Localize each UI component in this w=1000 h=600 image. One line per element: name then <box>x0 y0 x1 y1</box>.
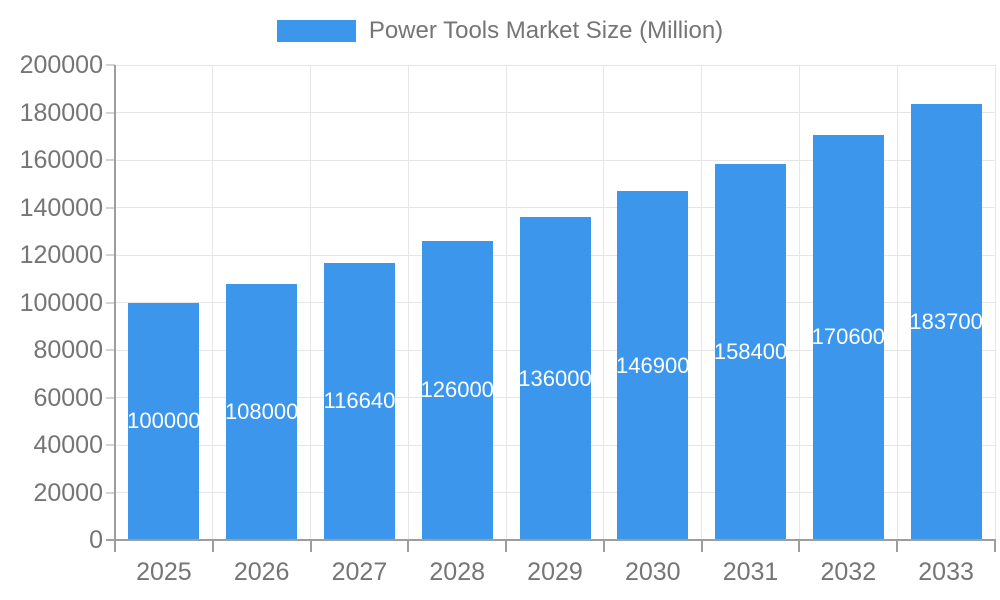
gridline-v <box>603 65 605 540</box>
bar-value-label: 116640 <box>323 388 395 414</box>
x-tick <box>798 540 801 552</box>
y-tick-label: 40000 <box>33 431 103 459</box>
gridline-h <box>115 159 995 161</box>
x-tick-label: 2030 <box>624 558 681 586</box>
x-tick <box>505 540 508 552</box>
bar-value-label: 170600 <box>812 324 884 350</box>
bar: 108000 <box>226 283 298 540</box>
x-tick <box>602 540 605 552</box>
gridline-v <box>896 65 898 540</box>
bar: 100000 <box>128 302 200 540</box>
y-tick <box>106 301 115 304</box>
x-tick-label: 2028 <box>429 558 486 586</box>
gridline-h <box>115 64 995 66</box>
y-tick-label: 0 <box>89 526 103 554</box>
gridline-h <box>115 112 995 113</box>
bar-value-label: 100000 <box>128 408 200 434</box>
y-tick <box>106 491 115 494</box>
x-tick <box>700 540 703 552</box>
bar-value-label: 108000 <box>226 398 298 424</box>
chart-legend[interactable]: Power Tools Market Size (Million) <box>0 14 1000 48</box>
y-tick-label: 180000 <box>19 98 103 127</box>
bar: 158400 <box>715 163 787 540</box>
bar: 146900 <box>617 191 689 540</box>
y-tick-label: 160000 <box>19 146 103 174</box>
bar-value-label: 158400 <box>715 338 787 364</box>
gridline-v <box>212 65 214 540</box>
gridline-h <box>115 207 995 208</box>
y-tick <box>106 111 115 114</box>
x-tick <box>211 540 214 552</box>
bar: 116640 <box>323 262 395 540</box>
x-tick <box>896 540 899 552</box>
bar-value-label: 146900 <box>617 352 689 378</box>
bar-value-label: 183700 <box>910 308 982 334</box>
y-tick-label: 80000 <box>33 336 103 364</box>
y-tick <box>106 396 115 399</box>
y-axis-line <box>114 65 116 540</box>
gridline-v <box>505 65 507 540</box>
x-tick-label: 2032 <box>820 558 877 586</box>
gridline-v <box>701 65 703 540</box>
y-tick <box>106 64 115 66</box>
y-tick-label: 120000 <box>19 241 103 269</box>
bar: 170600 <box>812 134 884 540</box>
x-tick <box>407 540 410 552</box>
x-tick-label: 2026 <box>233 558 290 586</box>
gridline-v <box>798 65 800 540</box>
x-tick-label: 2033 <box>918 558 974 586</box>
bar-value-label: 126000 <box>421 377 493 403</box>
bar: 126000 <box>421 240 493 540</box>
x-tick-label: 2027 <box>331 558 388 586</box>
gridline-v <box>994 65 996 540</box>
y-tick-label: 200000 <box>19 51 103 79</box>
y-tick <box>106 539 115 541</box>
x-tick <box>994 540 996 552</box>
y-tick <box>106 254 115 256</box>
y-tick-label: 100000 <box>19 288 103 317</box>
y-tick <box>106 349 115 351</box>
y-tick-label: 20000 <box>33 478 103 507</box>
gridline-v <box>310 65 312 540</box>
bar-value-label: 136000 <box>519 365 591 391</box>
y-tick <box>106 444 115 446</box>
x-tick <box>114 540 116 552</box>
bar: 183700 <box>910 103 982 540</box>
x-tick-label: 2029 <box>527 558 583 586</box>
x-tick-label: 2025 <box>136 558 192 586</box>
x-tick-label: 2031 <box>722 558 779 586</box>
bar: 136000 <box>519 217 591 540</box>
x-tick <box>309 540 312 552</box>
y-tick <box>106 206 115 209</box>
legend-label: Power Tools Market Size (Million) <box>368 17 724 44</box>
gridline-v <box>407 65 409 540</box>
y-tick-label: 140000 <box>19 193 103 222</box>
y-tick <box>106 159 115 161</box>
x-axis-line <box>114 539 996 541</box>
legend-swatch <box>276 20 356 42</box>
y-tick-label: 60000 <box>33 383 103 412</box>
